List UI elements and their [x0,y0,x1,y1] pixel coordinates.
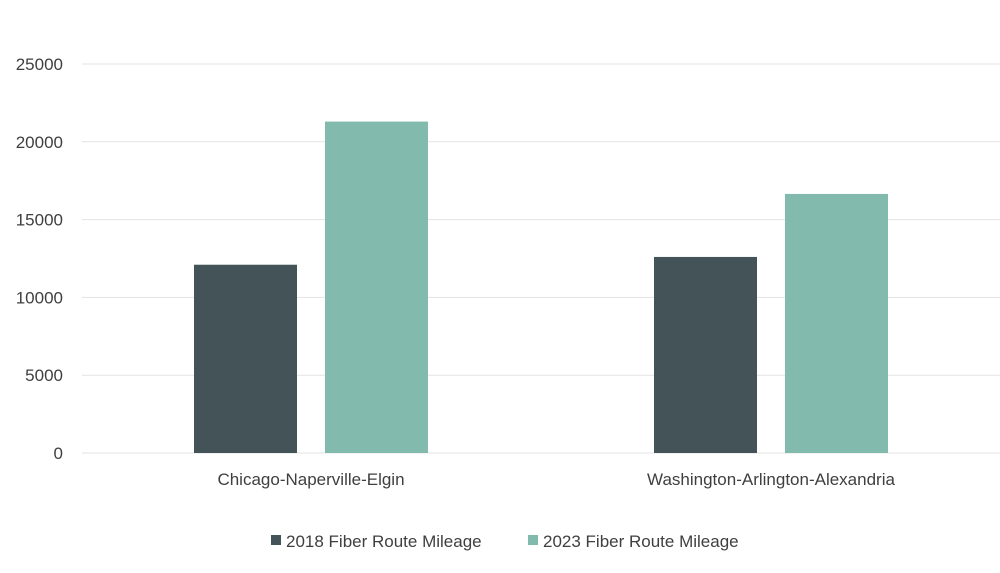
legend-swatch-2018 [271,535,281,545]
legend-label-2023: 2023 Fiber Route Mileage [543,532,739,551]
legend-label-2018: 2018 Fiber Route Mileage [286,532,482,551]
bar-2018-washington [654,256,757,453]
bar-2018-chicago [194,264,297,453]
x-axis-category-labels: Chicago-Naperville-Elgin Washington-Arlin… [217,470,895,489]
x-category-label: Washington-Arlington-Alexandria [647,470,895,489]
y-tick-label: 5000 [25,366,63,385]
y-tick-label: 0 [54,444,63,463]
y-axis-tick-labels: 0 5000 10000 15000 20000 25000 [16,55,63,463]
y-tick-label: 25000 [16,55,63,74]
y-tick-label: 20000 [16,133,63,152]
y-tick-label: 15000 [16,211,63,230]
x-category-label: Chicago-Naperville-Elgin [217,470,404,489]
y-tick-label: 10000 [16,288,63,307]
legend: 2018 Fiber Route Mileage 2023 Fiber Route… [271,532,739,551]
bar-2023-washington [785,193,888,453]
bar-2023-chicago [325,121,428,454]
bars [194,121,888,454]
legend-swatch-2023 [528,535,538,545]
